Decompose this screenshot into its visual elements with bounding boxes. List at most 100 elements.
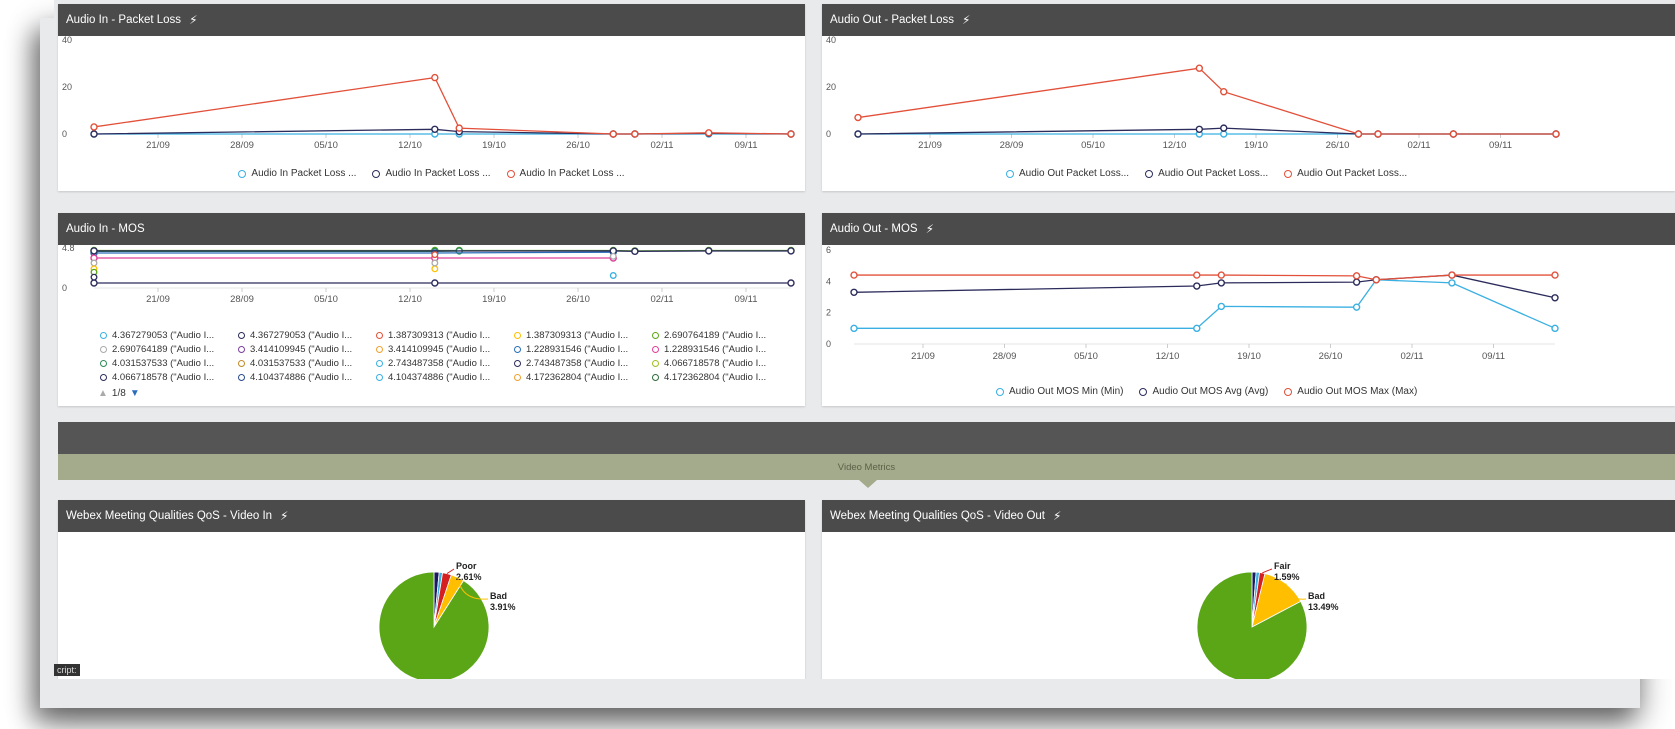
pie-slice-label: Poor (456, 561, 477, 571)
y-tick-label: 20 (826, 82, 836, 92)
legend-item[interactable]: 1.228931546 ("Audio I... (514, 343, 652, 356)
legend-item[interactable]: 4.104374886 ("Audio I... (238, 371, 376, 384)
legend-item[interactable]: 1.387309313 ("Audio I... (514, 329, 652, 342)
section-label: Video Metrics (837, 461, 896, 473)
data-point (609, 252, 617, 260)
x-tick-label: 09/11 (1489, 140, 1512, 151)
x-tick-label: 02/11 (1407, 140, 1430, 151)
legend-item[interactable]: Audio In Packet Loss ... (506, 168, 625, 179)
line-chart: 0 4.8 21/09 28/09 05/10 12/10 19/10 26/10 02/11 0… (62, 243, 795, 305)
data-point (1552, 130, 1560, 138)
legend-marker (100, 346, 107, 353)
legend-item[interactable]: 4.172362804 ("Audio I... (652, 371, 790, 384)
y-tick-label: 0 (826, 339, 831, 349)
legend-label: 4.031537533 ("Audio I... (250, 358, 353, 369)
data-point (1220, 130, 1228, 138)
legend-item[interactable]: Audio Out Packet Loss... (1145, 168, 1268, 179)
legend-label: 1.228931546 ("Audio I... (526, 344, 629, 355)
legend-marker (1139, 387, 1148, 396)
legend-label: 2.743487358 ("Audio I... (388, 358, 491, 369)
x-tick-label: 02/11 (650, 140, 673, 151)
data-point (854, 113, 862, 122)
legend-item[interactable]: Audio Out MOS Max (Max) (1284, 386, 1417, 397)
legend-item[interactable]: Audio Out Packet Loss... (1006, 168, 1129, 179)
legend-marker (652, 346, 659, 353)
x-tick-label: 19/10 (482, 140, 506, 151)
section-collapse-arrow[interactable] (859, 480, 877, 488)
legend-item[interactable]: 1.228931546 ("Audio I... (652, 343, 790, 356)
legend-item[interactable]: 4.367279053 ("Audio I... (238, 329, 376, 342)
y-tick-label: 0 (826, 129, 831, 139)
legend-label: 4.066718578 ("Audio I... (664, 358, 767, 369)
legend-item[interactable]: 1.387309313 ("Audio I... (376, 329, 514, 342)
legend-item[interactable]: 4.066718578 ("Audio I... (100, 371, 238, 384)
x-tick-label: 05/10 (314, 140, 338, 151)
x-tick-label: 05/10 (1074, 351, 1098, 362)
x-tick-label: 09/11 (734, 140, 757, 151)
legend-item[interactable]: 2.690764189 ("Audio I... (100, 343, 238, 356)
legend-item[interactable]: 3.414109945 ("Audio I... (238, 343, 376, 356)
legend-item[interactable]: Audio Out MOS Min (Min) (996, 386, 1123, 397)
panel-title: Audio Out - Packet Loss (830, 14, 955, 26)
legend-item[interactable]: Audio In Packet Loss ... (238, 168, 356, 179)
data-point (90, 279, 98, 287)
chart-area: 0 2 4 6 21/09 28/09 05/10 12/10 19/10 26/10 02/11 0… (822, 245, 1675, 406)
lightning-icon[interactable]: ⚡︎ (1053, 509, 1062, 523)
panel-header: Audio In - Packet Loss ⚡︎ (58, 4, 805, 36)
chart-legend: 4.367279053 ("Audio I... 4.367279053 ("Au… (100, 329, 790, 384)
y-tick-label: 0 (62, 129, 67, 139)
panel-header: Webex Meeting Qualities QoS - Video Out … (822, 500, 1675, 532)
panel-audio-out-packet-loss: Audio Out - Packet Loss ⚡︎ 0 20 40 21/09 28/… (822, 4, 1675, 191)
legend-item[interactable]: Audio Out MOS Avg (Avg) (1139, 386, 1268, 397)
legend-item[interactable]: 4.104374886 ("Audio I... (376, 371, 514, 384)
lightning-icon[interactable]: ⚡︎ (962, 13, 971, 27)
legend-item[interactable]: 4.367279053 ("Audio I... (100, 329, 238, 342)
legend-item[interactable]: 3.414109945 ("Audio I... (376, 343, 514, 356)
legend-item[interactable]: 4.031537533 ("Audio I... (238, 357, 376, 370)
legend-marker (652, 332, 659, 339)
legend-item[interactable]: 2.743487358 ("Audio I... (514, 357, 652, 370)
legend-marker (376, 360, 383, 367)
legend-label: 4.104374886 ("Audio I... (388, 372, 491, 383)
y-tick-label: 20 (62, 82, 72, 92)
x-tick-label: 26/10 (1326, 140, 1350, 151)
legend-label: 2.690764189 ("Audio I... (664, 330, 767, 341)
legend-item[interactable]: 4.066718578 ("Audio I... (652, 357, 790, 370)
data-point (850, 271, 858, 279)
legend-label: 2.690764189 ("Audio I... (112, 344, 215, 355)
x-tick-label: 12/10 (398, 140, 422, 151)
legend-marker (1284, 387, 1293, 396)
lightning-icon[interactable]: ⚡︎ (925, 222, 934, 236)
legend-marker (514, 360, 521, 367)
legend-label: 2.743487358 ("Audio I... (526, 358, 629, 369)
legend-item[interactable]: 4.031537533 ("Audio I... (100, 357, 238, 370)
data-point (1195, 64, 1204, 72)
triangle-up-icon[interactable]: ▲ (98, 388, 108, 399)
y-tick-label: 0 (62, 283, 67, 293)
legend-item[interactable]: Audio In Packet Loss ... (372, 168, 491, 179)
data-point (787, 279, 795, 287)
legend-label: Audio Out Packet Loss... (1158, 168, 1269, 179)
lightning-icon[interactable]: ⚡︎ (189, 13, 198, 27)
x-tick-label: 05/10 (1081, 140, 1105, 151)
section-header-bar (58, 422, 1675, 454)
video-metrics-section[interactable]: Video Metrics (58, 454, 1675, 480)
data-point (90, 247, 98, 255)
legend-marker (514, 332, 521, 339)
legend-item[interactable]: 2.690764189 ("Audio I... (652, 329, 790, 342)
chart-area: 0 4.8 21/09 28/09 05/10 12/10 19/10 26/10 02/11 0… (58, 243, 805, 406)
x-tick-label: 09/11 (1482, 351, 1505, 362)
pie-slice-value: 13.49% (1308, 602, 1339, 612)
legend-item[interactable]: 4.172362804 ("Audio I... (514, 371, 652, 384)
legend-label: Audio Out MOS Min (Min) (1009, 386, 1124, 397)
triangle-down-icon[interactable]: ▼ (129, 388, 140, 399)
lightning-icon[interactable]: ⚡︎ (280, 509, 289, 523)
legend-label: Audio In Packet Loss ... (385, 168, 491, 179)
pie-slice-label: Bad (490, 591, 507, 601)
pie-slice (1196, 571, 1308, 679)
legend-marker (238, 360, 245, 367)
data-point (1372, 276, 1380, 284)
legend-item[interactable]: 2.743487358 ("Audio I... (376, 357, 514, 370)
data-point (787, 247, 795, 255)
legend-item[interactable]: Audio Out Packet Loss... (1284, 168, 1407, 179)
